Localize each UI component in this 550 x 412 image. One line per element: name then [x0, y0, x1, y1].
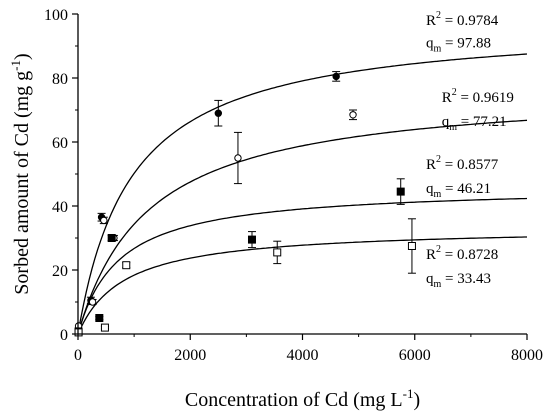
- fit-curve-3: [77, 197, 528, 335]
- qm-label: qm = 97.88: [426, 36, 491, 55]
- data-point-open-square: [100, 323, 109, 332]
- data-points: [74, 72, 416, 337]
- qm-label: qm = 33.43: [426, 271, 491, 290]
- data-point-filled-square: [396, 187, 405, 196]
- qm-label: qm = 77.21: [442, 114, 507, 133]
- data-point-filled-square: [107, 234, 116, 242]
- y-tick-label: 20: [52, 263, 68, 280]
- data-point-open-square: [407, 242, 416, 250]
- data-point-filled-square: [95, 314, 104, 322]
- r-squared-label: R2 = 0.9784: [426, 10, 499, 29]
- annotations: R2 = 0.9784 qm = 97.88 R2 = 0.9619 qm = 77.…: [426, 10, 514, 290]
- y-tick-label: 80: [52, 71, 68, 88]
- data-point-open-circle: [349, 111, 357, 119]
- y-tick-label: 60: [52, 135, 68, 152]
- r-squared-label: R2 = 0.9619: [442, 87, 514, 106]
- fit-curve-4: [77, 236, 527, 335]
- data-point-open-circle: [100, 216, 108, 225]
- x-axis-title: Concentration of Cd (mg L-1): [185, 386, 420, 411]
- data-point-open-circle: [88, 298, 97, 306]
- x-tick-label: 6000: [399, 347, 431, 364]
- data-point-filled-circle: [332, 72, 340, 81]
- y-tick-label: 40: [52, 199, 68, 216]
- data-point-open-square: [273, 248, 282, 257]
- x-tick-label: 8000: [511, 347, 543, 364]
- r-squared-label: R2 = 0.8577: [426, 154, 499, 173]
- data-point-filled-circle: [214, 109, 223, 117]
- data-point-filled-square: [247, 235, 256, 244]
- qm-label: qm = 46.21: [426, 181, 491, 200]
- fit-curve-2: [77, 119, 528, 335]
- y-tick-label: 100: [44, 7, 68, 24]
- axes: 0 2000 4000 6000 8000 0 20 40 60 80 100 Concentrati…: [8, 7, 543, 411]
- x-tick-label: 0: [74, 347, 82, 364]
- fit-curve-1: [77, 53, 528, 335]
- x-tick-label: 4000: [287, 347, 319, 364]
- error-bars: [86, 71, 416, 330]
- data-point-open-square: [122, 261, 131, 270]
- y-tick-label: 0: [60, 327, 68, 344]
- y-axis-title: Sorbed amount of Cd (mg g-1): [8, 53, 33, 294]
- fit-curves: [77, 53, 528, 335]
- data-point-open-circle: [234, 154, 242, 162]
- r-squared-label: R2 = 0.8728: [426, 244, 498, 263]
- x-tick-label: 2000: [174, 347, 206, 364]
